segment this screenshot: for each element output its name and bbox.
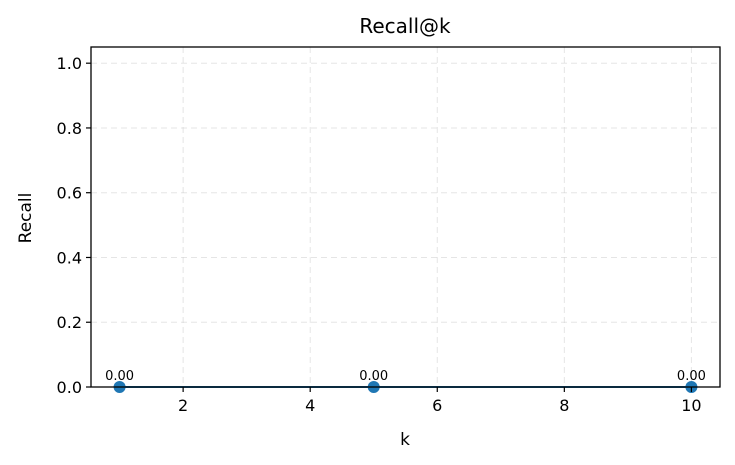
x-axis-label: k bbox=[400, 430, 410, 450]
y-axis-label: Recall bbox=[16, 193, 36, 244]
x-tick-label: 8 bbox=[559, 396, 569, 415]
x-tick-label: 2 bbox=[178, 396, 188, 415]
data-label: 0.00 bbox=[359, 369, 388, 384]
y-tick-label: 0.6 bbox=[57, 184, 82, 203]
y-tick-label: 1.0 bbox=[57, 54, 82, 73]
data-label: 0.00 bbox=[677, 369, 706, 384]
y-tick-label: 0.0 bbox=[57, 378, 82, 397]
chart-title: Recall@k bbox=[359, 14, 451, 38]
x-tick-label: 4 bbox=[305, 396, 315, 415]
y-tick-label: 0.4 bbox=[57, 248, 82, 267]
axis-ticks: 2 4 6 8 10 0.0 0.2 0.4 0.6 0.8 1.0 bbox=[57, 54, 702, 415]
x-tick-label: 6 bbox=[432, 396, 442, 415]
x-tick-label: 10 bbox=[681, 396, 701, 415]
data-label: 0.00 bbox=[105, 369, 134, 384]
plot-frame bbox=[90, 46, 721, 388]
y-tick-label: 0.8 bbox=[57, 119, 82, 138]
y-tick-label: 0.2 bbox=[57, 313, 82, 332]
